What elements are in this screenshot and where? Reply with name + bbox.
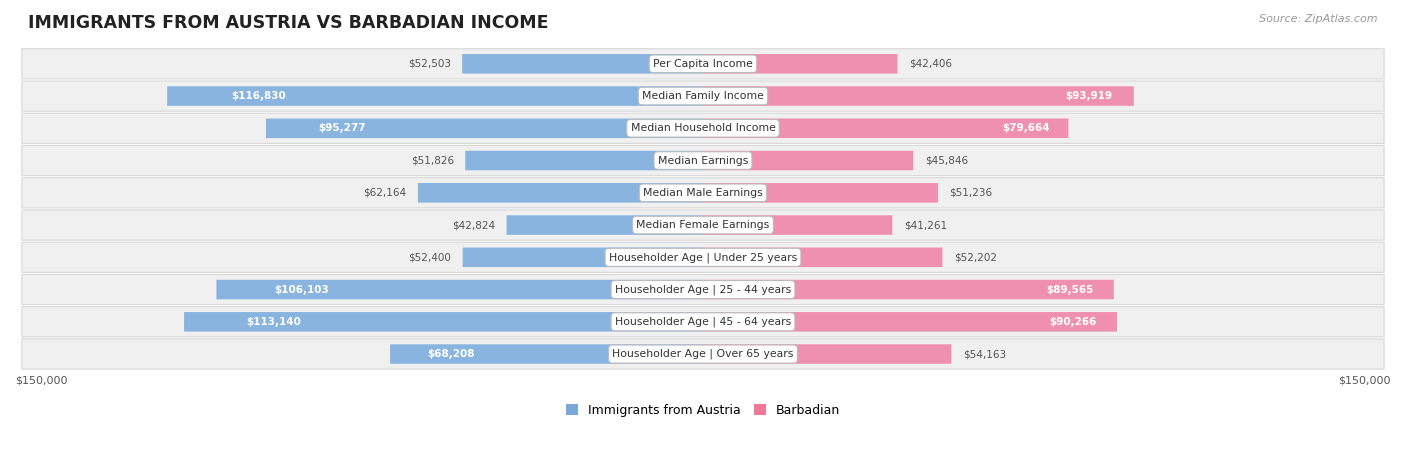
FancyBboxPatch shape — [703, 215, 893, 235]
Text: $51,236: $51,236 — [949, 188, 993, 198]
Text: Median Earnings: Median Earnings — [658, 156, 748, 166]
FancyBboxPatch shape — [418, 183, 703, 203]
Text: Median Family Income: Median Family Income — [643, 91, 763, 101]
Text: $68,208: $68,208 — [427, 349, 475, 359]
FancyBboxPatch shape — [22, 307, 1384, 337]
Text: $150,000: $150,000 — [1339, 375, 1391, 385]
FancyBboxPatch shape — [465, 151, 703, 170]
Text: $62,164: $62,164 — [363, 188, 406, 198]
FancyBboxPatch shape — [22, 113, 1384, 143]
Text: $51,826: $51,826 — [411, 156, 454, 166]
FancyBboxPatch shape — [703, 119, 1069, 138]
FancyBboxPatch shape — [22, 339, 1384, 369]
Text: Per Capita Income: Per Capita Income — [652, 59, 754, 69]
FancyBboxPatch shape — [506, 215, 703, 235]
Text: $95,277: $95,277 — [318, 123, 366, 133]
Text: $116,830: $116,830 — [232, 91, 287, 101]
Text: Median Male Earnings: Median Male Earnings — [643, 188, 763, 198]
Text: $52,202: $52,202 — [953, 252, 997, 262]
Text: IMMIGRANTS FROM AUSTRIA VS BARBADIAN INCOME: IMMIGRANTS FROM AUSTRIA VS BARBADIAN INC… — [28, 14, 548, 32]
FancyBboxPatch shape — [266, 119, 703, 138]
Text: $79,664: $79,664 — [1002, 123, 1050, 133]
FancyBboxPatch shape — [463, 54, 703, 74]
FancyBboxPatch shape — [22, 242, 1384, 272]
Text: $45,846: $45,846 — [925, 156, 967, 166]
Text: Householder Age | Over 65 years: Householder Age | Over 65 years — [612, 349, 794, 359]
Text: $42,824: $42,824 — [451, 220, 495, 230]
Text: $89,565: $89,565 — [1046, 284, 1094, 295]
FancyBboxPatch shape — [703, 280, 1114, 299]
Text: Median Female Earnings: Median Female Earnings — [637, 220, 769, 230]
FancyBboxPatch shape — [22, 145, 1384, 176]
FancyBboxPatch shape — [22, 49, 1384, 79]
Text: $90,266: $90,266 — [1049, 317, 1097, 327]
FancyBboxPatch shape — [22, 81, 1384, 111]
Text: $113,140: $113,140 — [246, 317, 301, 327]
Text: $52,503: $52,503 — [408, 59, 451, 69]
Text: Householder Age | Under 25 years: Householder Age | Under 25 years — [609, 252, 797, 262]
Text: $54,163: $54,163 — [963, 349, 1007, 359]
FancyBboxPatch shape — [22, 178, 1384, 208]
FancyBboxPatch shape — [22, 275, 1384, 304]
Text: $52,400: $52,400 — [408, 252, 451, 262]
Legend: Immigrants from Austria, Barbadian: Immigrants from Austria, Barbadian — [561, 399, 845, 422]
Text: $42,406: $42,406 — [908, 59, 952, 69]
Text: $150,000: $150,000 — [15, 375, 67, 385]
FancyBboxPatch shape — [167, 86, 703, 106]
FancyBboxPatch shape — [463, 248, 703, 267]
FancyBboxPatch shape — [703, 151, 914, 170]
Text: Source: ZipAtlas.com: Source: ZipAtlas.com — [1260, 14, 1378, 24]
FancyBboxPatch shape — [217, 280, 703, 299]
FancyBboxPatch shape — [184, 312, 703, 332]
FancyBboxPatch shape — [703, 54, 897, 74]
FancyBboxPatch shape — [389, 344, 703, 364]
Text: Median Household Income: Median Household Income — [630, 123, 776, 133]
FancyBboxPatch shape — [703, 344, 952, 364]
Text: $93,919: $93,919 — [1066, 91, 1112, 101]
Text: $106,103: $106,103 — [274, 284, 329, 295]
Text: $41,261: $41,261 — [904, 220, 946, 230]
FancyBboxPatch shape — [22, 210, 1384, 240]
FancyBboxPatch shape — [703, 312, 1116, 332]
FancyBboxPatch shape — [703, 248, 942, 267]
FancyBboxPatch shape — [703, 86, 1133, 106]
Text: Householder Age | 25 - 44 years: Householder Age | 25 - 44 years — [614, 284, 792, 295]
FancyBboxPatch shape — [703, 183, 938, 203]
Text: Householder Age | 45 - 64 years: Householder Age | 45 - 64 years — [614, 317, 792, 327]
